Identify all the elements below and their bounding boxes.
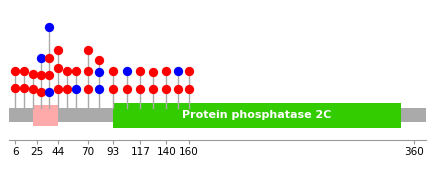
Point — [137, 70, 144, 72]
Point — [38, 74, 45, 76]
Point — [95, 58, 102, 61]
Point — [110, 88, 117, 90]
Point — [64, 70, 71, 72]
Point — [30, 72, 37, 75]
Point — [123, 88, 130, 90]
Bar — [401, 108, 421, 122]
Point — [64, 88, 71, 90]
Point — [55, 67, 61, 70]
Point — [95, 88, 102, 90]
Point — [12, 70, 19, 72]
Bar — [9, 108, 426, 122]
Point — [21, 86, 28, 89]
Point — [21, 70, 28, 72]
Point — [73, 70, 80, 72]
Point — [150, 71, 157, 74]
Point — [55, 88, 61, 90]
Point — [137, 88, 144, 90]
Point — [163, 70, 170, 72]
Point — [95, 71, 102, 74]
Point — [174, 88, 181, 90]
Point — [38, 90, 45, 93]
Point — [46, 25, 52, 28]
Point — [84, 70, 91, 72]
Point — [84, 49, 91, 52]
Point — [185, 88, 192, 90]
Bar — [34, 105, 58, 126]
Point — [150, 88, 157, 90]
Text: Protein phosphatase 2C: Protein phosphatase 2C — [182, 110, 332, 120]
Point — [46, 90, 52, 93]
Point — [174, 70, 181, 72]
Point — [30, 88, 37, 90]
Point — [84, 88, 91, 90]
Bar — [114, 103, 401, 128]
Point — [46, 57, 52, 60]
Point — [110, 70, 117, 72]
Point — [73, 88, 80, 90]
Point — [185, 70, 192, 72]
Point — [55, 49, 61, 52]
Point — [38, 57, 45, 60]
Point — [12, 86, 19, 89]
Point — [123, 70, 130, 72]
Point — [163, 88, 170, 90]
Point — [46, 74, 52, 76]
